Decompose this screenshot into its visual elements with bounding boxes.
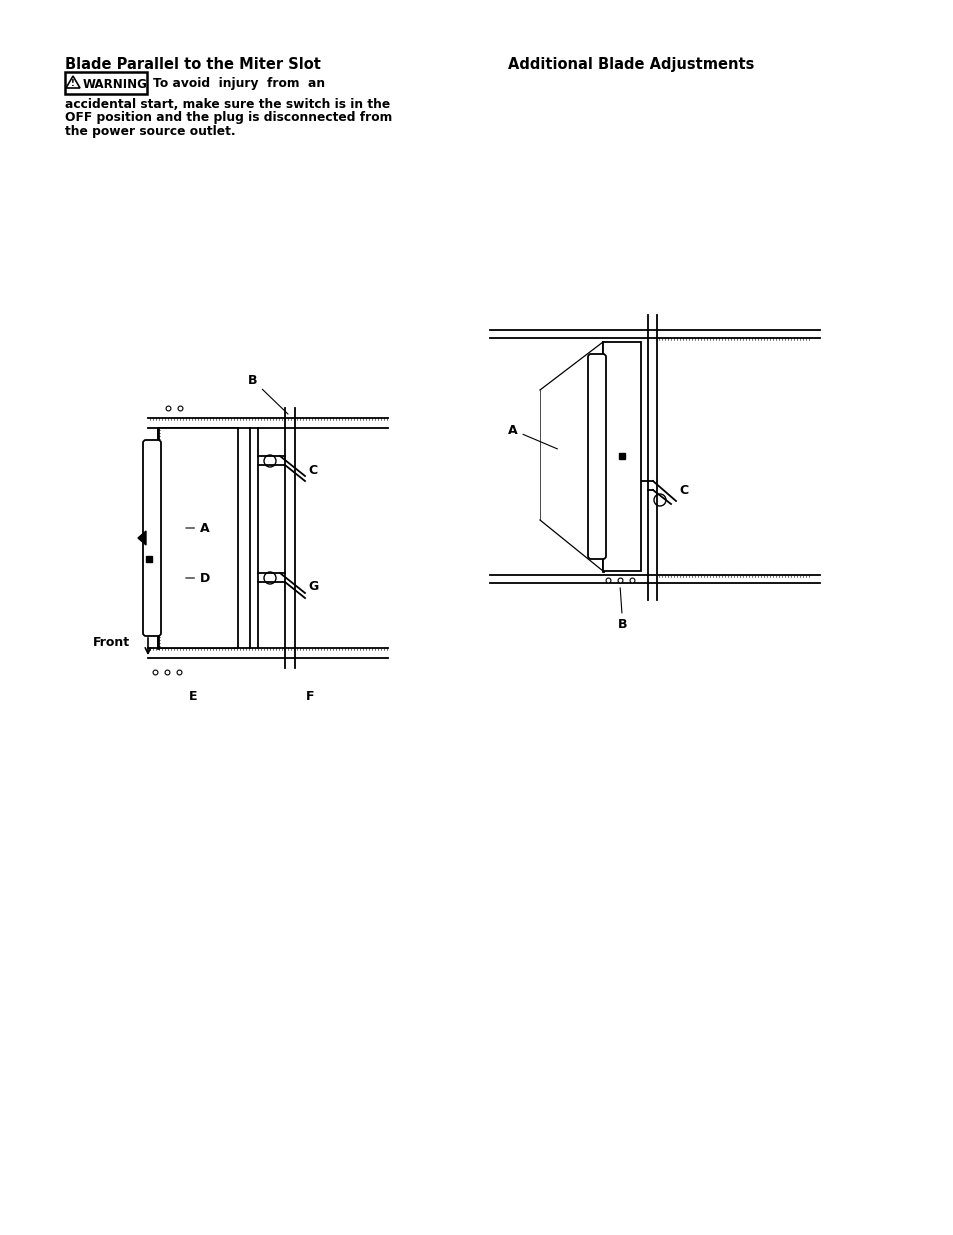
Text: accidental start, make sure the switch is in the: accidental start, make sure the switch i… bbox=[65, 98, 390, 111]
Text: the power source outlet.: the power source outlet. bbox=[65, 125, 235, 138]
Text: C: C bbox=[308, 463, 316, 477]
Text: !: ! bbox=[71, 79, 75, 89]
Text: B: B bbox=[618, 588, 627, 631]
Text: C: C bbox=[679, 484, 687, 498]
Bar bbox=[602, 342, 640, 571]
Text: Front: Front bbox=[92, 636, 130, 650]
Text: A: A bbox=[507, 424, 557, 448]
Bar bbox=[158, 429, 237, 648]
FancyBboxPatch shape bbox=[587, 354, 605, 559]
Text: OFF position and the plug is disconnected from: OFF position and the plug is disconnecte… bbox=[65, 111, 392, 125]
Text: Additional Blade Adjustments: Additional Blade Adjustments bbox=[507, 57, 754, 72]
Polygon shape bbox=[138, 531, 146, 545]
Text: D: D bbox=[186, 572, 210, 584]
Text: WARNING: WARNING bbox=[83, 78, 148, 90]
Text: G: G bbox=[308, 580, 318, 594]
Text: E: E bbox=[189, 689, 197, 703]
Text: F: F bbox=[305, 689, 314, 703]
Text: B: B bbox=[248, 373, 288, 414]
Text: Blade Parallel to the Miter Slot: Blade Parallel to the Miter Slot bbox=[65, 57, 320, 72]
Text: A: A bbox=[186, 521, 210, 535]
Bar bbox=[65, 72, 147, 94]
Text: To avoid  injury  from  an: To avoid injury from an bbox=[152, 78, 325, 90]
FancyBboxPatch shape bbox=[143, 440, 161, 636]
